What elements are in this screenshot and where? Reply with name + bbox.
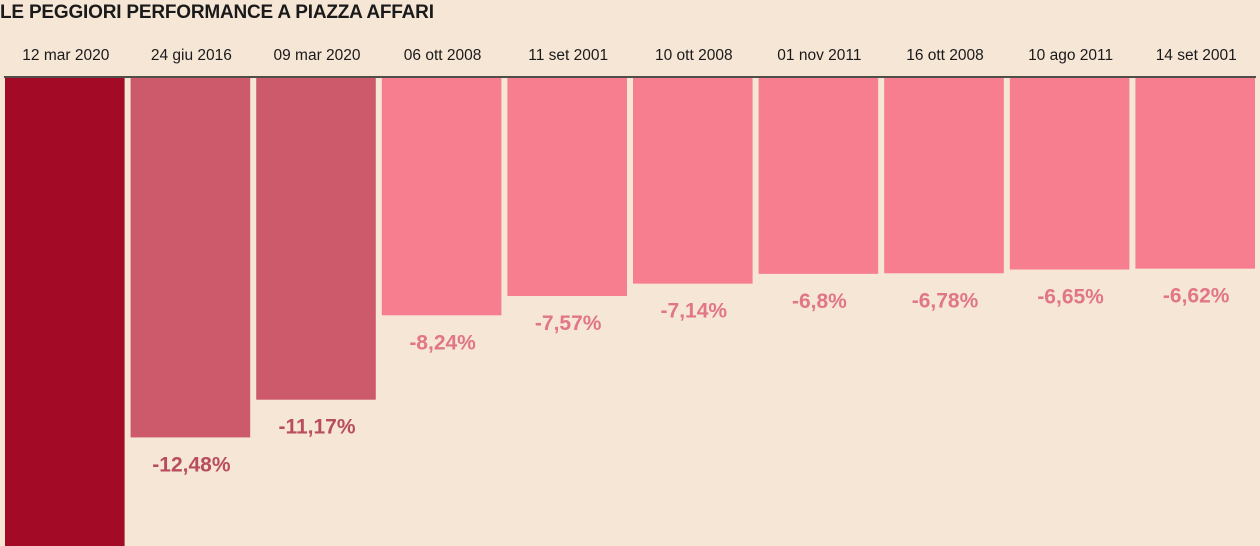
value-label: -8,24% <box>409 331 476 354</box>
value-label: -6,62% <box>1163 285 1230 308</box>
value-label: -6,8% <box>792 290 847 313</box>
category-label: 06 ott 2008 <box>404 47 482 64</box>
category-label: 11 set 2001 <box>528 47 608 64</box>
category-label: 01 nov 2011 <box>777 47 861 64</box>
category-label: 09 mar 2020 <box>273 47 360 64</box>
value-label: -7,57% <box>535 312 602 335</box>
value-label: -7,14% <box>661 300 728 323</box>
chart-title: LE PEGGIORI PERFORMANCE A PIAZZA AFFARI <box>0 2 434 23</box>
bar <box>5 78 125 546</box>
bar <box>130 78 251 438</box>
bar <box>758 78 879 274</box>
value-label: -6,65% <box>1037 286 1104 309</box>
category-label: 10 ott 2008 <box>655 47 733 64</box>
bar <box>1135 78 1255 269</box>
value-label: -12,48% <box>152 453 231 476</box>
category-label: 10 ago 2011 <box>1028 47 1113 64</box>
bar <box>1009 78 1130 270</box>
category-label: 14 set 2001 <box>1156 47 1237 64</box>
category-label: 24 giu 2016 <box>151 47 232 64</box>
value-label: -6,78% <box>912 289 979 312</box>
bar <box>256 78 376 400</box>
bar <box>633 78 753 284</box>
value-label: -11,17% <box>278 416 355 439</box>
category-label: 16 ott 2008 <box>906 47 984 64</box>
bar <box>884 78 1004 274</box>
bar <box>507 78 627 297</box>
bar <box>381 78 502 316</box>
category-label: 12 mar 2020 <box>22 47 109 64</box>
